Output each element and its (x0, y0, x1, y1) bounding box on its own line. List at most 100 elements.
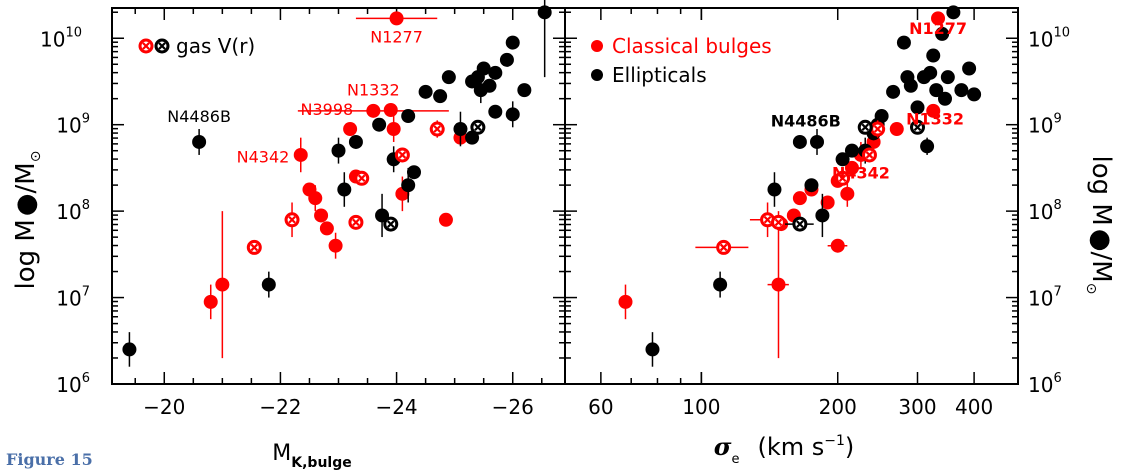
data-point (946, 5, 961, 20)
legend-types: Classical bulges Ellipticals (591, 34, 772, 87)
annotation-label: N4342 (237, 148, 290, 167)
data-point-x2 (873, 125, 882, 133)
data-point (889, 122, 904, 137)
data-point (337, 182, 352, 197)
data-point (441, 70, 456, 85)
x-tick-label: −20 (143, 395, 185, 419)
x-tick-label: 300 (898, 395, 936, 419)
data-point-x2 (763, 215, 772, 224)
right-xaxis-label: σe (km s−1) (714, 432, 855, 467)
data-point (910, 100, 925, 115)
data-point (407, 165, 421, 180)
data-point (215, 277, 230, 292)
y-tick-label: 108 (1028, 198, 1062, 224)
x-tick-label: −22 (259, 395, 301, 419)
data-point (331, 143, 346, 158)
data-point (962, 61, 977, 76)
data-point (401, 178, 416, 193)
y-tick-label: 107 (1028, 285, 1062, 311)
data-point-x2 (865, 151, 874, 159)
series-classical-bulges (203, 11, 468, 359)
series-gas-v-r-classical (246, 120, 445, 255)
x-tick-label: −26 (492, 395, 534, 419)
legend-elliptical-label: Ellipticals (612, 63, 707, 87)
data-point (383, 102, 398, 117)
data-point (926, 103, 941, 118)
data-point (937, 91, 952, 106)
data-point (792, 134, 807, 149)
annotation-label: N1277 (909, 19, 967, 38)
data-point (366, 103, 381, 118)
data-point (815, 208, 830, 223)
data-point (453, 122, 468, 137)
data-point (505, 35, 520, 50)
data-point (505, 107, 520, 122)
legend-elliptical-marker (591, 69, 603, 81)
figure-caption: Figure 15 (6, 450, 93, 469)
legend-gas-elliptical-marker-x2 (158, 42, 166, 50)
data-point (438, 212, 453, 227)
series-gas-v-r-elliptical (383, 119, 486, 232)
series-gas-v-r-classical (695, 120, 886, 255)
legend-classical-marker (591, 40, 603, 52)
data-point (418, 84, 433, 99)
data-point (122, 342, 137, 357)
data-point-x2 (357, 174, 366, 183)
left-yaxis-label: log M●/M⊙ (11, 151, 44, 290)
right-yaxis-label: log M●/M⊙ (1083, 156, 1116, 295)
data-point (931, 11, 946, 26)
data-point (967, 87, 982, 102)
data-point-x2 (352, 218, 360, 227)
data-point (840, 186, 855, 201)
data-point (499, 52, 514, 67)
data-point (203, 294, 218, 309)
legend-gas: gas V(r) (138, 34, 255, 58)
legend-gas-classical-marker-x2 (142, 42, 150, 50)
plot-frame (564, 7, 1019, 385)
data-point-x2 (288, 215, 296, 224)
data-point (940, 70, 955, 85)
data-point (537, 5, 552, 20)
data-point-x2 (774, 218, 783, 227)
data-point (954, 83, 969, 98)
data-point (482, 78, 497, 93)
left-panel: 106 107 108 109 1010 −20 −22 −24 −26 N1277 N1332N3… (40, 0, 566, 419)
data-point (308, 191, 323, 206)
data-point (767, 182, 782, 197)
data-point (896, 35, 911, 50)
x-tick-label: 400 (955, 395, 993, 419)
data-point (835, 152, 850, 167)
data-point (389, 11, 404, 26)
data-point (810, 134, 825, 149)
x-tick-label: 100 (682, 395, 720, 419)
data-point-x2 (386, 220, 395, 228)
annotation-label: N1277 (370, 28, 423, 47)
x-tick-label: 200 (819, 395, 857, 419)
legend-gas-label: gas V(r) (176, 34, 255, 58)
annotation-label: N1332 (347, 80, 400, 99)
y-tick-label: 108 (56, 198, 90, 224)
plot-frame (111, 7, 566, 385)
data-point (929, 83, 944, 98)
data-point-x2 (838, 174, 847, 183)
annotation-label: N3998 (301, 100, 354, 119)
data-point (645, 342, 660, 357)
y-tick-label: 1010 (40, 25, 82, 51)
y-tick-label: 109 (1028, 112, 1062, 138)
data-point-x2 (796, 220, 804, 228)
data-point (830, 238, 845, 253)
data-point (314, 208, 329, 223)
data-point (923, 65, 938, 80)
left-xaxis-label: MK,bulge (272, 441, 351, 471)
data-point (465, 74, 480, 89)
data-point (804, 178, 819, 193)
data-point (935, 26, 950, 41)
data-point (476, 61, 491, 76)
data-point-x2 (433, 125, 442, 133)
data-point (903, 78, 918, 93)
x-tick-label: −24 (375, 395, 417, 419)
x-tick-label: 60 (588, 395, 613, 419)
data-point-x2 (398, 151, 407, 159)
data-point (886, 84, 901, 99)
